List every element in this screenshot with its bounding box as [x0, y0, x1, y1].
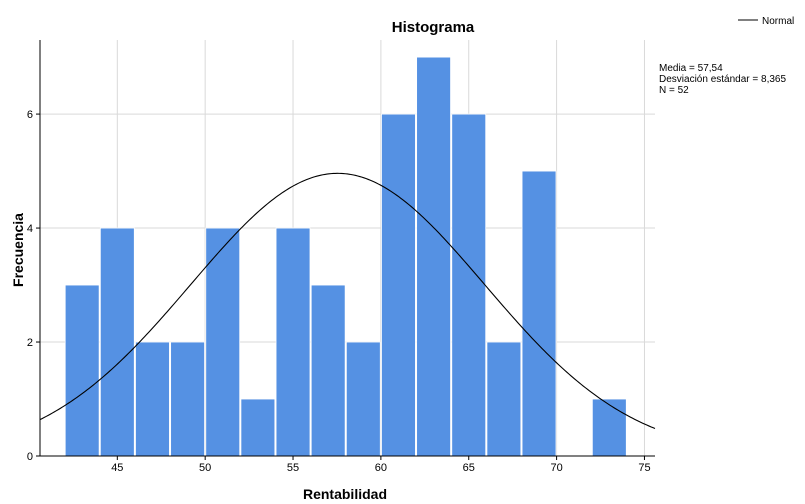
histogram-bar — [381, 113, 416, 457]
histogram-bar — [486, 341, 522, 457]
histogram-bar — [451, 113, 487, 457]
stats-sd: Desviación estándar = 8,365 — [659, 74, 786, 85]
x-tick-label: 75 — [638, 462, 650, 474]
histogram-bars — [64, 56, 627, 457]
normal-curve — [39, 172, 656, 430]
histogram-bar — [345, 341, 381, 457]
y-axis-title: Frecuencia — [10, 213, 26, 287]
x-tick-label: 45 — [111, 462, 123, 474]
histogram-bar — [591, 398, 627, 457]
x-tick-label: 70 — [550, 462, 562, 474]
legend-label-normal: Normal — [762, 16, 794, 27]
x-tick-label: 60 — [375, 462, 387, 474]
stats-mean: Media = 57,54 — [659, 63, 723, 74]
stats-box: Media = 57,54 Desviación estándar = 8,36… — [659, 63, 786, 96]
histogram-bar — [416, 56, 451, 457]
x-tick-label: 55 — [287, 462, 299, 474]
y-tick-label: 4 — [27, 223, 33, 235]
legend: Normal — [738, 16, 794, 27]
x-tick-label: 65 — [463, 462, 475, 474]
axes — [39, 40, 655, 457]
histogram-bar — [240, 398, 276, 457]
x-axis-title: Rentabilidad — [303, 486, 387, 502]
histogram-bar — [521, 170, 557, 457]
histogram-bar — [64, 284, 100, 457]
y-tick-label: 6 — [27, 109, 33, 121]
tick-labels: 45 50 55 60 65 70 75 0 2 4 6 — [27, 109, 651, 474]
chart-title: Histograma — [392, 19, 475, 36]
histogram-bar — [135, 341, 170, 457]
histogram-bar — [205, 227, 241, 457]
x-tick-label: 50 — [199, 462, 211, 474]
y-tick-label: 0 — [27, 451, 33, 463]
histogram-bar — [99, 227, 135, 457]
normal-curve-layer — [39, 172, 656, 430]
histogram-bar — [275, 227, 311, 457]
y-tick-label: 2 — [27, 337, 33, 349]
histogram-bar — [310, 284, 346, 457]
histogram-bar — [170, 341, 205, 457]
stats-n: N = 52 — [659, 85, 689, 96]
